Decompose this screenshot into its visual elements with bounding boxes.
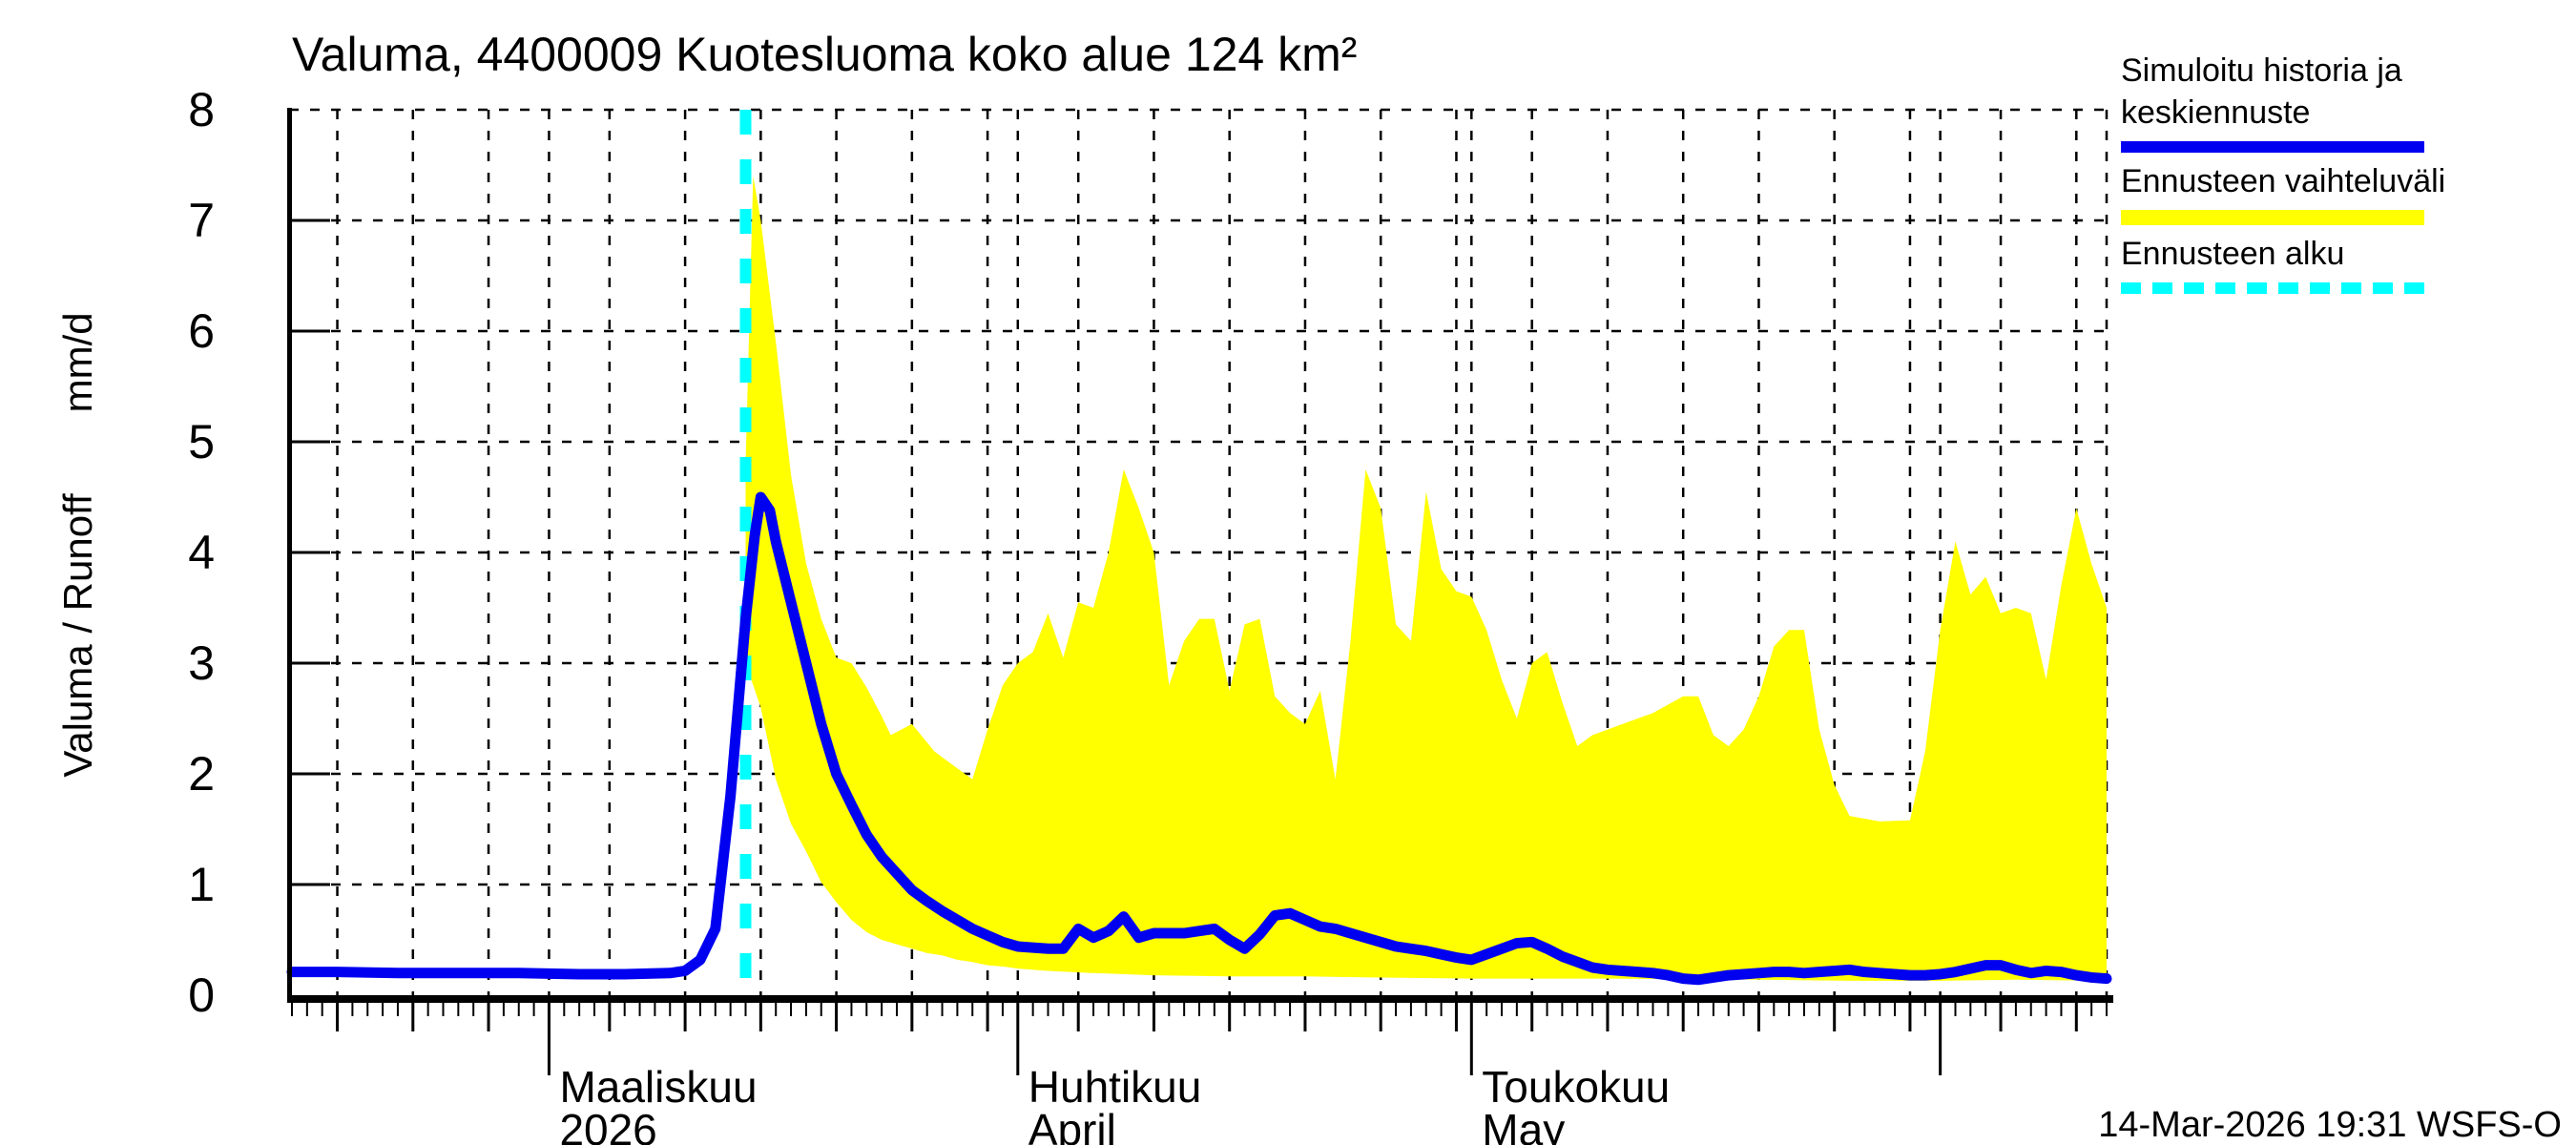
chart-title: Valuma, 4400009 Kuotesluoma koko alue 12… (292, 28, 1358, 81)
svg-text:6: 6 (188, 304, 215, 358)
svg-text:4: 4 (188, 526, 215, 579)
legend-label: Simuloitu historia ja (2121, 52, 2402, 89)
legend-item-history: Simuloitu historia ja keskiennuste (2121, 50, 2424, 153)
svg-text:3: 3 (188, 636, 215, 690)
legend-swatch-cyan-dashed-line (2121, 282, 2424, 294)
month-sublabel: May (1482, 1105, 1565, 1145)
legend-label: Ennusteen vaihteluväli (2121, 163, 2446, 199)
legend-item-forecast-start: Ennusteen alku (2121, 233, 2424, 294)
footer-timestamp: 14-Mar-2026 19:31 WSFS-O (2098, 1105, 2562, 1145)
axes (287, 108, 2113, 1003)
svg-text:2: 2 (188, 747, 215, 801)
legend-label: keskiennuste (2121, 94, 2311, 131)
x-ticks (291, 1003, 2108, 1075)
y-tick-labels: 0 1 2 3 4 5 6 7 8 (188, 83, 215, 1022)
svg-text:0: 0 (188, 968, 215, 1022)
month-label: Toukokuu (1482, 1062, 1670, 1112)
svg-text:7: 7 (188, 194, 215, 247)
svg-text:8: 8 (188, 83, 215, 136)
svg-text:1: 1 (188, 858, 215, 911)
history-mean-line (286, 491, 2112, 986)
month-label: Maaliskuu (559, 1062, 757, 1112)
month-sublabel: April (1028, 1105, 1116, 1145)
forecast-band (745, 176, 2107, 981)
legend-swatch-yellow-band (2121, 210, 2424, 225)
legend-swatch-blue-line (2121, 141, 2424, 153)
legend-label: Ennusteen alku (2121, 236, 2345, 272)
month-label: Huhtikuu (1028, 1062, 1202, 1112)
svg-text:5: 5 (188, 415, 215, 468)
legend-item-forecast-range: Ennusteen vaihteluväli (2121, 160, 2445, 225)
month-sublabel: 2026 (559, 1105, 656, 1145)
